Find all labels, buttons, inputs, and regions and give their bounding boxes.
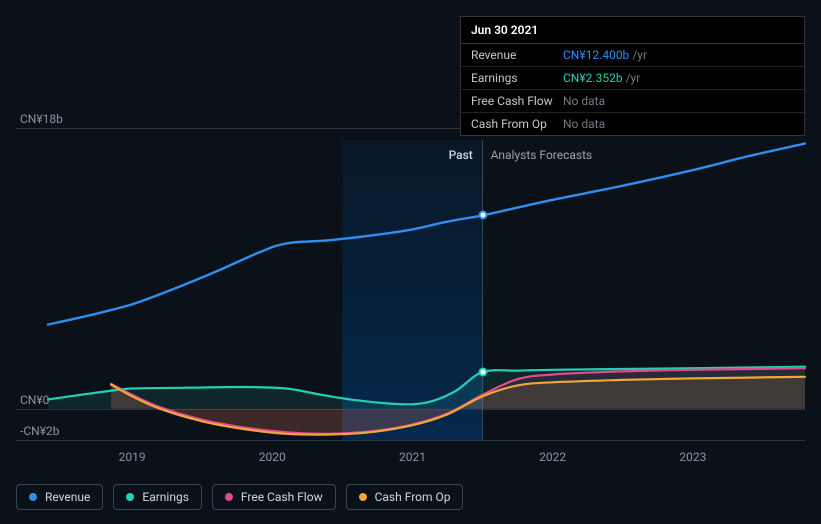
legend-label: Cash From Op [375,490,451,504]
legend-dot-icon [225,493,233,501]
tooltip-row: Free Cash FlowNo data [461,90,804,113]
legend-dot-icon [359,493,367,501]
legend-label: Earnings [142,490,189,504]
tooltip-key: Revenue [471,48,563,62]
legend-item-cfo[interactable]: Cash From Op [346,484,464,510]
tooltip-row: EarningsCN¥2.352b/yr [461,67,804,90]
chart-container: CN¥18bCN¥0-CN¥2b20192020202120222023Past… [0,0,821,524]
legend: Revenue Earnings Free Cash Flow Cash From O… [16,484,463,510]
tooltip-row: RevenueCN¥12.400b/yr [461,44,804,67]
tooltip-value: CN¥2.352b [563,71,623,85]
tooltip-value: No data [563,117,605,131]
tooltip-key: Earnings [471,71,563,85]
tooltip-key: Cash From Op [471,117,563,131]
hover-marker-revenue [478,211,487,220]
legend-item-earnings[interactable]: Earnings [113,484,202,510]
legend-item-fcf[interactable]: Free Cash Flow [212,484,336,510]
legend-dot-icon [126,493,134,501]
tooltip-value: No data [563,94,605,108]
region-label-forecast: Analysts Forecasts [491,148,593,162]
tooltip-date: Jun 30 2021 [461,17,804,44]
tooltip-unit: /yr [632,48,647,62]
hover-marker-earnings [478,368,487,377]
legend-item-revenue[interactable]: Revenue [16,484,103,510]
tooltip-key: Free Cash Flow [471,94,563,108]
hover-tooltip: Jun 30 2021 RevenueCN¥12.400b/yrEarnings… [460,16,805,136]
legend-dot-icon [29,493,37,501]
legend-label: Revenue [45,490,90,504]
tooltip-value: CN¥12.400b [563,48,629,62]
region-label-past: Past [449,148,473,162]
tooltip-row: Cash From OpNo data [461,113,804,135]
legend-label: Free Cash Flow [241,490,323,504]
tooltip-unit: /yr [626,71,641,85]
